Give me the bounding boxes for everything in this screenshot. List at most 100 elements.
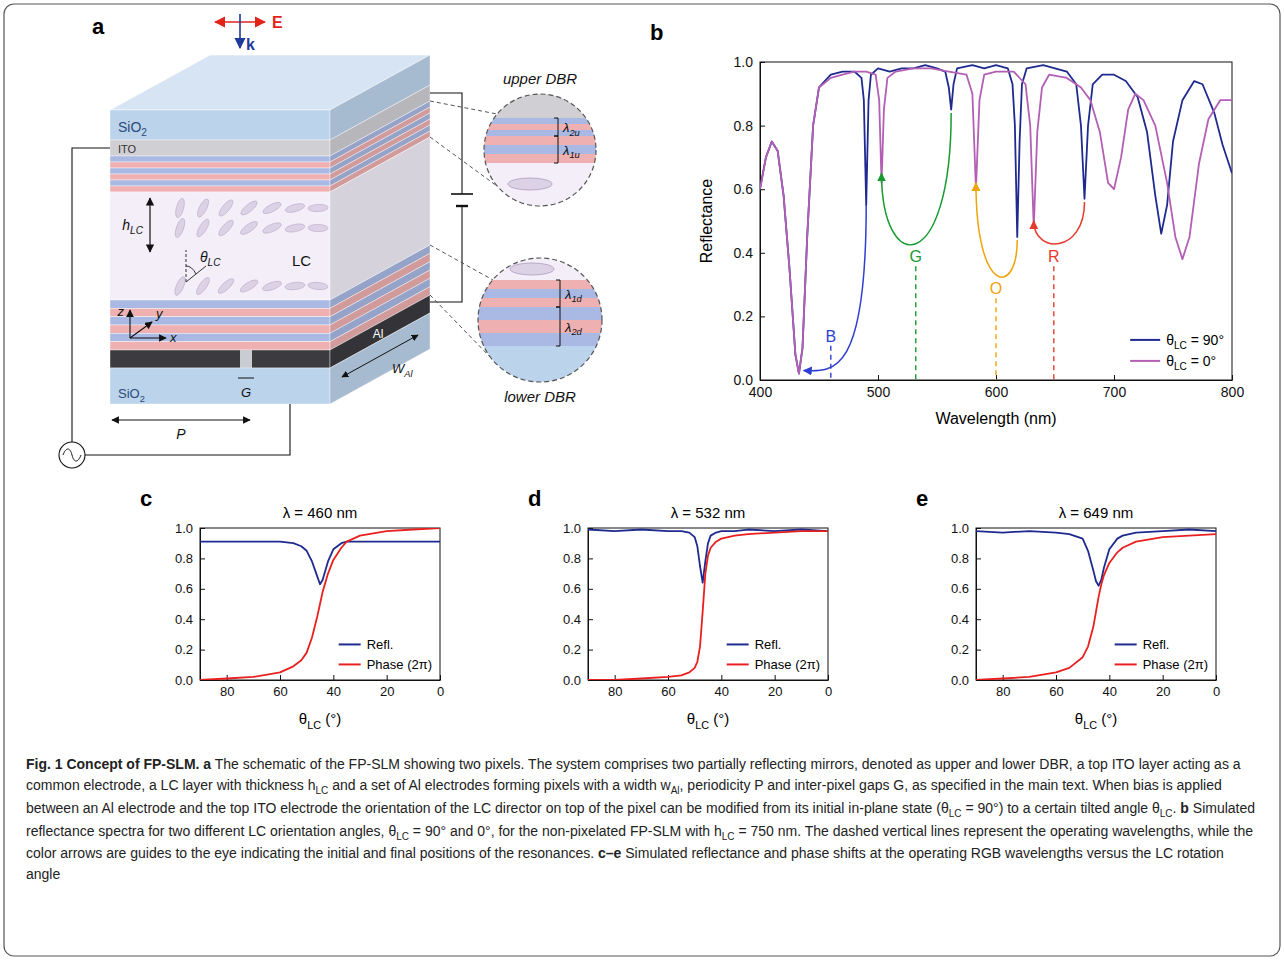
lc-molecule <box>217 218 236 238</box>
lc-molecule <box>284 223 305 234</box>
lc-molecule <box>195 197 210 218</box>
lc-molecule <box>195 218 211 239</box>
legend-label: Refl. <box>1143 637 1170 652</box>
ac-source <box>59 442 85 468</box>
tick: 0.0 <box>563 673 593 688</box>
tick: 0.4 <box>563 612 593 627</box>
coordinate-axis <box>129 310 130 338</box>
lc-molecule <box>510 263 554 275</box>
y-tick-mark <box>200 528 205 529</box>
schematic-label: λ2d <box>564 320 583 338</box>
x-tick-label: 60 <box>661 684 675 699</box>
legend: θLC = 90°θLC = 0° <box>1130 332 1224 372</box>
director-line <box>186 266 206 282</box>
lc-molecule <box>308 282 329 291</box>
zoom-connector <box>430 101 497 114</box>
tick: 60 <box>661 675 675 699</box>
lc-molecule <box>508 178 552 190</box>
resonance-arrow <box>976 183 1017 277</box>
upper-dbr-front <box>110 186 330 192</box>
y-tick-mark <box>588 619 593 620</box>
chart-title: λ = 532 nm <box>671 504 746 521</box>
y-tick-mark <box>976 650 981 651</box>
annotation-label: R <box>1048 248 1060 265</box>
coordinate-axis <box>130 322 152 338</box>
k-arrow <box>239 14 241 48</box>
x-axis-title: Wavelength (nm) <box>935 410 1056 427</box>
x-tick-mark <box>1114 375 1115 380</box>
legend-label: θLC = 90° <box>1166 332 1224 351</box>
schematic-label: y <box>155 306 164 321</box>
x-tick-mark <box>721 675 722 680</box>
legend-swatch <box>727 663 749 665</box>
bottom-glass-side <box>330 313 430 404</box>
series-line <box>976 530 1216 586</box>
y-tick-mark <box>588 650 593 651</box>
tick: 0.8 <box>175 551 205 566</box>
lower-dbr-front <box>110 308 330 316</box>
bracket <box>554 118 558 136</box>
tick: 1.0 <box>563 521 593 536</box>
schematic-label: lower DBR <box>504 388 576 405</box>
lower-dbr-front <box>110 342 330 350</box>
x-tick-label: 80 <box>220 684 234 699</box>
panel-letter: c <box>140 486 152 511</box>
tick: 0.4 <box>175 612 205 627</box>
plot-frame <box>200 528 440 680</box>
tick: 0.0 <box>951 673 981 688</box>
schematic-label: k <box>246 36 255 53</box>
tick: 800 <box>1221 375 1245 400</box>
zoom-layer <box>484 94 596 118</box>
plot-frame <box>588 528 828 680</box>
y-tick-label: 0.2 <box>175 642 193 657</box>
zoom-outline <box>484 94 596 206</box>
y-tick-label: 0.8 <box>563 551 581 566</box>
schematic: hLCθLCLCSiO2ITOSiO2zxyAlWAlPGEkλ2uλ1uλ1d… <box>59 14 602 468</box>
annotation-label: B <box>825 328 836 345</box>
zoom-layer <box>478 320 602 333</box>
lc-molecule <box>174 197 186 218</box>
schematic-label: hLC <box>122 217 143 236</box>
operating-wavelength-line <box>1053 266 1054 380</box>
thickness-arrow <box>149 198 150 252</box>
schematic-label: SiO2 <box>118 119 147 138</box>
wire <box>85 404 290 455</box>
lc-molecule <box>284 202 305 214</box>
x-tick-mark <box>440 675 441 680</box>
schematic-label: upper DBR <box>503 70 577 87</box>
y-tick-mark <box>588 558 593 559</box>
lc-molecule <box>261 200 282 215</box>
zoom-content <box>484 94 596 206</box>
wire <box>430 93 462 194</box>
lc-layer-front <box>110 192 330 300</box>
gap-mark <box>238 378 254 379</box>
zoom-layer <box>484 163 596 206</box>
y-tick-mark <box>760 316 765 317</box>
y-tick-mark <box>760 189 765 190</box>
operating-wavelength-line <box>915 266 916 380</box>
chart-c: c8060402000.00.20.40.60.81.0θLC (°)λ = 4… <box>140 486 444 731</box>
lc-molecule <box>216 277 236 296</box>
zoom-content <box>478 258 602 382</box>
chart-title: λ = 649 nm <box>1059 504 1134 521</box>
tick: 0.6 <box>951 581 981 596</box>
x-tick-label: 80 <box>996 684 1010 699</box>
chart-b: b4005006007008000.00.20.40.60.81.0Wavele… <box>650 20 1244 427</box>
series-line <box>200 528 440 680</box>
y-tick-mark <box>976 528 981 529</box>
tick: 1.0 <box>175 521 205 536</box>
zoom-outline <box>478 258 602 382</box>
schematic-label: WAl <box>392 361 414 379</box>
bottom-glass-front <box>110 368 330 404</box>
tick: 80 <box>608 675 622 699</box>
y-tick-label: 0.6 <box>734 181 754 197</box>
x-tick-label: 40 <box>1103 684 1117 699</box>
y-tick-mark <box>200 558 205 559</box>
x-axis-line <box>589 680 829 681</box>
x-tick-mark <box>1109 675 1110 680</box>
lc-molecule <box>285 281 306 291</box>
tick: 0.2 <box>563 642 593 657</box>
zoom-layer <box>478 280 602 289</box>
lc-molecule <box>239 199 259 217</box>
y-tick-label: 0.8 <box>734 118 754 134</box>
